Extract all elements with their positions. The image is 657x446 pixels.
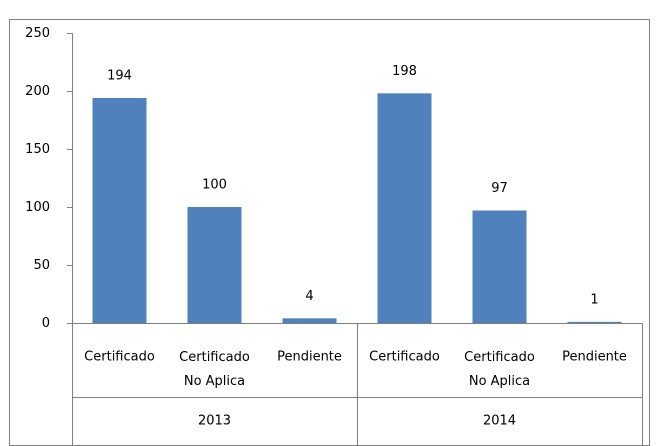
x-tick-label: Certificado (369, 350, 440, 365)
bar (282, 318, 337, 323)
x-tick-label-line: Certificado (179, 350, 250, 365)
value-label: 4 (305, 289, 313, 304)
value-label: 198 (392, 64, 417, 79)
x-tick-label: Pendiente (277, 350, 342, 365)
bar (567, 321, 622, 323)
value-label: 100 (202, 178, 227, 193)
y-tick-label: 150 (25, 142, 50, 157)
x-tick-label: Certificado No Aplica (464, 350, 535, 389)
value-label: 97 (491, 181, 508, 196)
y-tick-label: 250 (25, 26, 50, 41)
y-tick-label: 200 (25, 84, 50, 99)
bar (187, 207, 242, 323)
y-tick-label: 50 (33, 258, 50, 273)
x-tick-label-line: No Aplica (469, 374, 530, 389)
group-label: 2014 (483, 414, 516, 429)
group-label: 2013 (198, 414, 231, 429)
bar (377, 93, 432, 323)
bar (472, 210, 527, 323)
bar (92, 97, 147, 324)
value-label: 1 (590, 292, 598, 307)
value-label: 194 (107, 68, 132, 83)
x-tick-label: Pendiente (562, 350, 627, 365)
x-tick-label: Certificado (84, 350, 155, 365)
x-tick-label-line: Certificado (464, 350, 535, 365)
x-tick-label-line: No Aplica (184, 374, 245, 389)
x-tick-label: Certificado No Aplica (179, 350, 250, 389)
y-tick-label: 0 (42, 316, 50, 331)
y-tick-label: 100 (25, 200, 50, 215)
